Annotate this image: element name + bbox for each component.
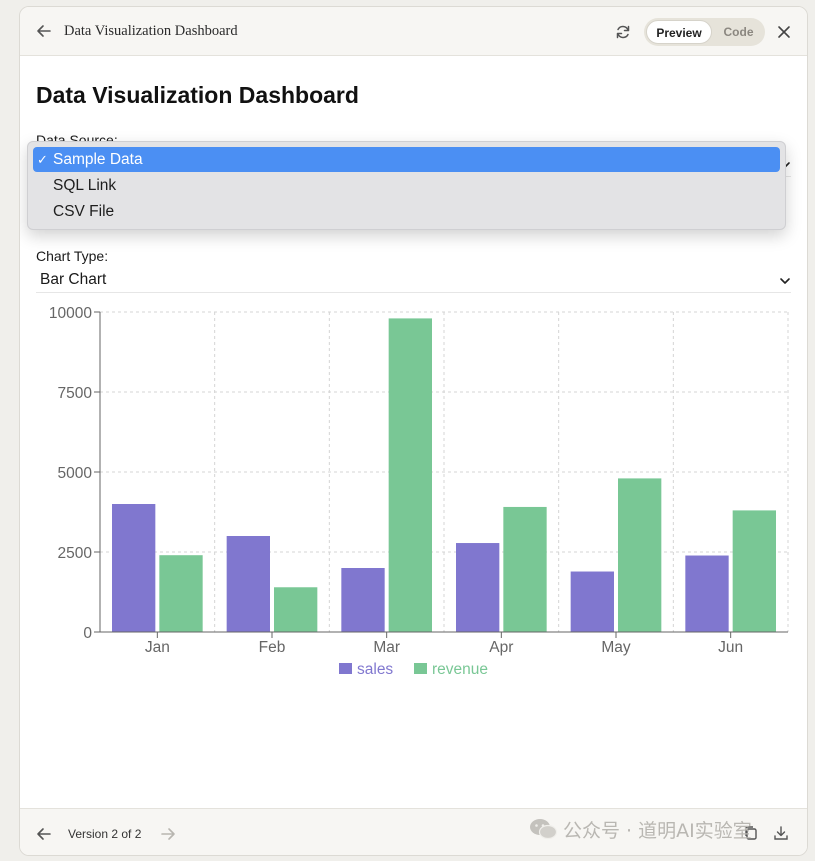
x-tick-label: Jan xyxy=(145,639,170,656)
bar-chart-svg: 0 2500 5000 7500 10000 Jan Feb Mar Apr May Jun sale… xyxy=(49,305,789,678)
bar-revenue-mar xyxy=(388,318,432,632)
y-tick-label: 7500 xyxy=(58,385,93,402)
y-tick-label: 5000 xyxy=(58,465,93,482)
chart-type-value: Bar Chart xyxy=(40,271,107,288)
bar-revenue-jan xyxy=(159,555,203,632)
x-tick-label: Feb xyxy=(259,639,286,656)
check-icon: ✓ xyxy=(37,152,48,167)
refresh-button[interactable] xyxy=(613,22,633,42)
option-sql-link[interactable]: SQL Link xyxy=(33,173,780,198)
bar-revenue-feb xyxy=(274,587,318,632)
legend-swatch-revenue xyxy=(414,663,427,674)
close-icon xyxy=(778,26,790,38)
next-version-button[interactable] xyxy=(158,824,178,844)
copy-icon xyxy=(745,826,757,840)
bar-revenue-jun xyxy=(732,510,776,632)
option-label: SQL Link xyxy=(53,177,117,194)
refresh-icon xyxy=(616,25,630,39)
preview-content: Data Visualization Dashboard Data Source… xyxy=(20,56,807,808)
download-button[interactable] xyxy=(772,824,790,842)
option-label: Sample Data xyxy=(53,151,143,168)
y-tick-label: 10000 xyxy=(49,305,92,322)
x-tick-label: Apr xyxy=(489,639,513,656)
chart-type-select[interactable]: Bar Chart xyxy=(36,267,791,293)
bar-sales-feb xyxy=(226,536,270,632)
legend-label-revenue: revenue xyxy=(432,661,488,678)
previous-version-button[interactable] xyxy=(34,824,54,844)
page-title: Data Visualization Dashboard xyxy=(36,82,359,108)
y-tick-label: 0 xyxy=(83,625,92,642)
bar-sales-jun xyxy=(685,555,729,632)
arrow-left-icon xyxy=(37,25,51,37)
arrow-right-icon xyxy=(161,828,175,840)
option-sample-data[interactable]: ✓ Sample Data xyxy=(33,147,780,172)
bar-revenue-may xyxy=(618,478,662,632)
artifact-window: Data Visualization Dashboard Preview Cod… xyxy=(19,6,808,856)
preview-code-toggle: Preview Code xyxy=(644,18,765,46)
bar-sales-jan xyxy=(112,504,156,632)
bar-sales-apr xyxy=(456,543,500,632)
copy-button[interactable] xyxy=(742,824,760,842)
bottom-bar: Version 2 of 2 xyxy=(20,808,807,855)
bar-revenue-apr xyxy=(503,506,547,632)
close-button[interactable] xyxy=(774,22,794,42)
chevron-down-icon xyxy=(780,278,790,284)
y-tick-label: 2500 xyxy=(58,545,93,562)
x-tick-label: Mar xyxy=(373,639,400,656)
bar-sales-mar xyxy=(341,568,385,632)
option-csv-file[interactable]: CSV File xyxy=(33,199,780,224)
x-tick-label: May xyxy=(601,639,631,656)
chart-type-label: Chart Type: xyxy=(36,248,109,264)
option-label: CSV File xyxy=(53,203,115,220)
legend-label-sales: sales xyxy=(357,661,393,678)
download-icon xyxy=(774,826,788,840)
bar-sales-may xyxy=(570,571,614,632)
data-source-dropdown: ✓ Sample Data SQL Link CSV File xyxy=(27,141,786,230)
top-bar: Data Visualization Dashboard Preview Cod… xyxy=(20,7,807,56)
x-tick-label: Jun xyxy=(718,639,743,656)
code-tab[interactable]: Code xyxy=(723,25,754,39)
bar-chart: 0 2500 5000 7500 10000 Jan Feb Mar Apr May Jun sale… xyxy=(20,301,807,701)
window-title: Data Visualization Dashboard xyxy=(64,23,238,39)
back-button[interactable] xyxy=(34,21,54,41)
arrow-left-icon xyxy=(37,828,51,840)
preview-tab[interactable]: Preview xyxy=(646,20,712,44)
version-label: Version 2 of 2 xyxy=(68,827,142,841)
legend-swatch-sales xyxy=(339,663,352,674)
